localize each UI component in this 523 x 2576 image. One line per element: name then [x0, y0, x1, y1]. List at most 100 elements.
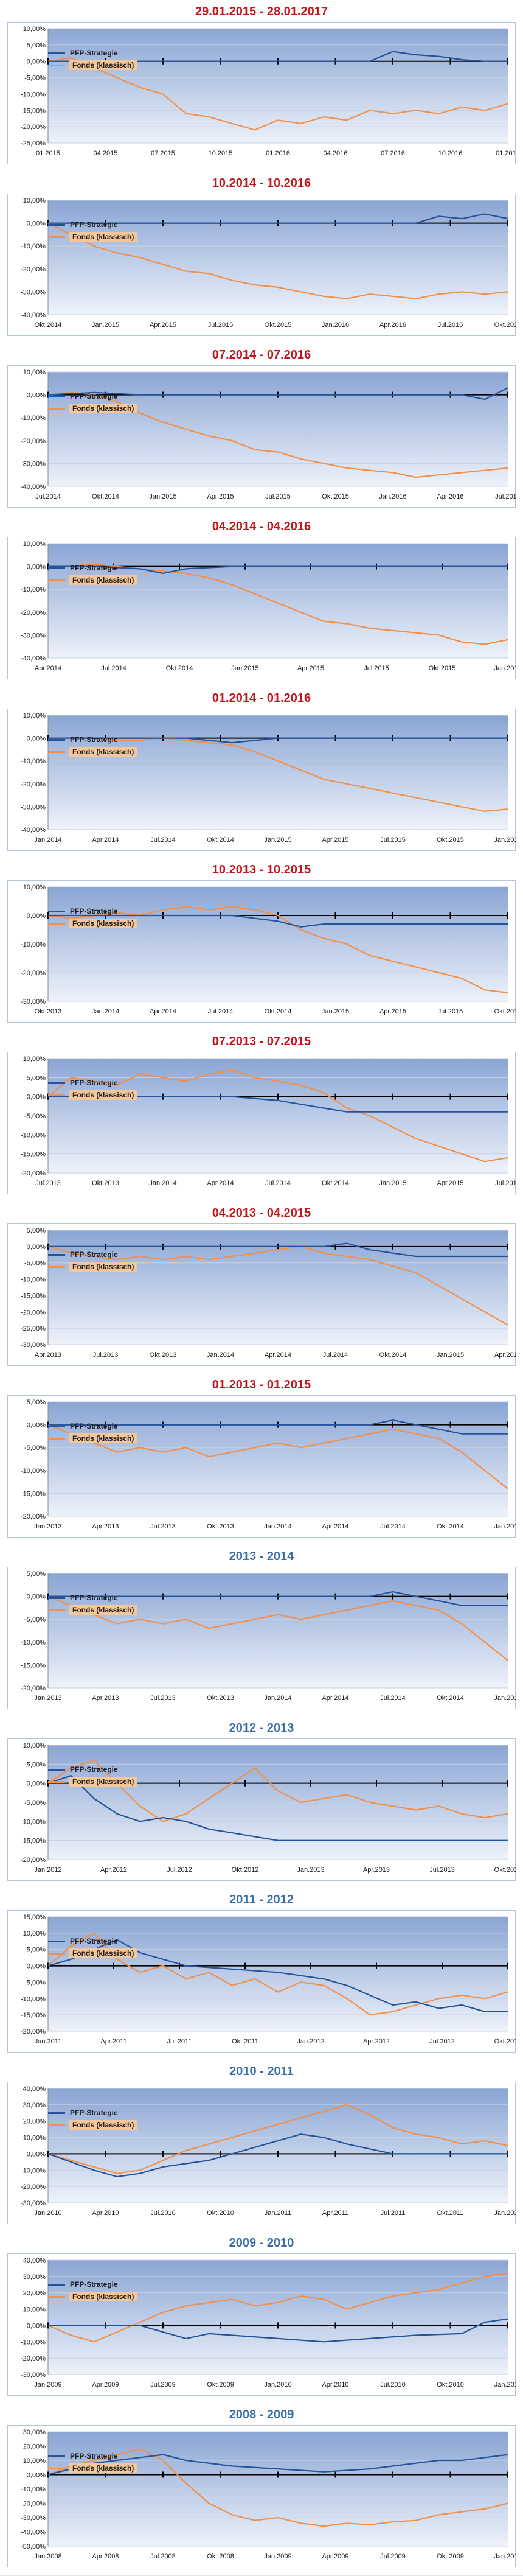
x-tick-label: 10.2015	[209, 150, 233, 157]
legend-item-pfp: PFP-Strategie	[48, 1077, 137, 1089]
y-tick-label: 10,00%	[23, 2457, 46, 2465]
legend: PFP-Strategie Fonds (klassisch)	[48, 1935, 138, 1959]
legend-item-fonds: Fonds (klassisch)	[48, 1432, 138, 1444]
series-fonds-klassisch-line	[47, 2448, 508, 2527]
y-tick-label: 10,00%	[23, 1742, 46, 1749]
chart-title: 2013 - 2014	[229, 1550, 294, 1563]
x-tick-label: Jan.2009	[34, 2381, 61, 2389]
y-tick-label: -30,00%	[21, 803, 46, 811]
plot-area	[48, 29, 508, 143]
plot-area	[48, 1573, 508, 1688]
chart-panel: 07.2013 - 07.2015 10,00% 5,00% 0,00% -5,00% -…	[0, 1030, 523, 1202]
y-tick-label: -25,00%	[21, 1325, 46, 1332]
x-tick-label: Jul.2016	[495, 493, 516, 500]
y-tick-label: 30,00%	[23, 2273, 46, 2281]
chart-panel: 2012 - 2013 10,00% 5,00% 0,00% -5,00% -10,00%…	[0, 1717, 523, 1888]
legend-label: Fonds (klassisch)	[69, 1948, 138, 1958]
series-pfp-strategie-line	[47, 2133, 508, 2178]
y-tick-label: 10,00%	[23, 884, 46, 891]
plot-area	[48, 1917, 508, 2031]
x-tick-label: Okt.2016	[494, 321, 516, 329]
legend-swatch	[48, 922, 65, 925]
x-tick-label: 01.2016	[266, 150, 290, 157]
y-tick-label: 10,00%	[23, 1055, 46, 1063]
series-fonds-klassisch-line	[47, 906, 508, 993]
y-tick-label: 0,00%	[27, 735, 46, 743]
plot-area	[48, 1402, 508, 1516]
x-tick-label: Jan.2011	[265, 2210, 291, 2217]
y-tick-label: 5,00%	[27, 1947, 46, 1954]
legend-label: PFP-Strategie	[70, 392, 118, 401]
y-tick-label: 0,00%	[27, 2472, 46, 2479]
y-tick-label: 10,00%	[23, 712, 46, 719]
chart-title: 2008 - 2009	[229, 2408, 294, 2421]
legend-label: PFP-Strategie	[70, 2452, 118, 2460]
legend: PFP-Strategie Fonds (klassisch)	[48, 2278, 138, 2303]
y-tick-label: -15,00%	[21, 1490, 46, 1497]
chart-svg: 10,00% 5,00% 0,00% -5,00% -10,00% -15,00% -20,…	[21, 1742, 516, 1874]
chart-title: 07.2013 - 07.2015	[212, 1035, 311, 1048]
x-tick-label: Jan.2014	[34, 836, 61, 844]
y-tick-label: 5,00%	[27, 1074, 46, 1082]
chart-panel: 2013 - 2014 5,00% 0,00% -5,00% -10,00% -15,00…	[0, 1545, 523, 1717]
x-tick-label: Jul.2014	[265, 1180, 291, 1187]
legend-item-pfp: PFP-Strategie	[48, 2278, 137, 2291]
legend-item-pfp: PFP-Strategie	[48, 1935, 137, 1947]
y-tick-label: -30,00%	[21, 632, 46, 639]
x-tick-label: Jan.2012	[34, 1866, 61, 1874]
x-tick-label: Jul.2014	[323, 1351, 348, 1359]
series-fonds-klassisch-line	[47, 2104, 508, 2174]
series-fonds-klassisch-line	[47, 57, 508, 131]
y-tick-label: -5,00%	[24, 1113, 46, 1120]
chart-svg: 10,00% 5,00% 0,00% -5,00% -10,00% -15,00% -20,…	[21, 26, 516, 157]
x-tick-label: Okt.2014	[437, 1523, 464, 1530]
y-tick-label: -15,00%	[21, 2012, 46, 2019]
y-tick-label: -20,00%	[21, 438, 46, 445]
x-tick-label: Apr.2014	[92, 836, 119, 844]
chart-frame: 40,00% 30,00% 20,00% 10,00% 0,00% -10,00% -20,…	[7, 2253, 516, 2396]
x-tick-label: Jan.2015	[379, 1180, 406, 1187]
x-tick-label: Apr.2009	[92, 2381, 119, 2389]
x-tick-label: Apr.2015	[437, 1180, 463, 1187]
series-fonds-klassisch-line	[47, 1759, 508, 1822]
y-tick-label: 0,00%	[27, 564, 46, 571]
chart-title: 04.2014 - 04.2016	[212, 520, 311, 533]
y-tick-label: -40,00%	[21, 2529, 46, 2536]
legend-swatch	[48, 1780, 65, 1783]
legend-item-fonds: Fonds (klassisch)	[48, 2291, 138, 2303]
series-fonds-klassisch-line	[47, 1932, 508, 2016]
x-tick-label: Okt.2009	[207, 2381, 234, 2389]
y-tick-label: -10,00%	[21, 941, 46, 948]
series-pfp-strategie-line	[48, 2318, 508, 2343]
series-fonds-klassisch-line	[47, 1424, 508, 1489]
x-tick-label: Jan.2016	[494, 836, 516, 844]
legend-item-pfp: PFP-Strategie	[48, 1248, 137, 1261]
y-tick-label: -10,00%	[21, 1639, 46, 1647]
chart-title: 07.2014 - 07.2016	[212, 348, 311, 362]
chart-panel: 07.2014 - 07.2016 10,00% 0,00% -10,00% -20,0…	[0, 343, 523, 515]
chart-panel: 2008 - 2009 30,00% 20,00% 10,00% 0,00% -10,00…	[0, 2403, 523, 2575]
y-tick-label: 30,00%	[23, 2102, 46, 2109]
x-tick-label: Jul.2014	[208, 1008, 234, 1015]
chart-title: 2010 - 2011	[229, 2065, 294, 2078]
chart-svg: 10,00% 0,00% -10,00% -20,00% -30,00% Okt.2013…	[21, 884, 516, 1015]
legend-label: Fonds (klassisch)	[69, 2292, 138, 2301]
chart-frame: 15,00% 10,00% 5,00% 0,00% -5,00% -10,00% -15,0…	[7, 1910, 516, 2053]
x-tick-label: Jul.2009	[380, 2553, 406, 2560]
legend-item-pfp: PFP-Strategie	[48, 733, 137, 746]
series-pfp-strategie-line	[48, 51, 508, 62]
x-tick-label: Jul.2013	[93, 1351, 119, 1359]
chart-svg: 10,00% 5,00% 0,00% -5,00% -10,00% -15,00% -20,…	[21, 1055, 516, 1187]
chart-panel: 2011 - 2012 15,00% 10,00% 5,00% 0,00% -5,00% -…	[0, 1888, 523, 2060]
chart-panel: 29.01.2015 - 28.01.2017 10,00% 5,00% 0,00% -…	[0, 0, 523, 172]
x-tick-label: Jul.2015	[380, 836, 406, 844]
y-tick-label: -15,00%	[21, 1151, 46, 1158]
y-tick-label: -30,00%	[21, 2371, 46, 2379]
x-tick-label: Apr.2014	[322, 1695, 348, 1702]
y-tick-label: 10,00%	[23, 369, 46, 376]
y-tick-label: -40,00%	[21, 827, 46, 834]
legend-label: Fonds (klassisch)	[69, 575, 138, 585]
x-tick-label: Apr.2008	[92, 2553, 119, 2560]
legend-swatch	[48, 223, 65, 226]
legend-label: PFP-Strategie	[70, 1937, 118, 1945]
